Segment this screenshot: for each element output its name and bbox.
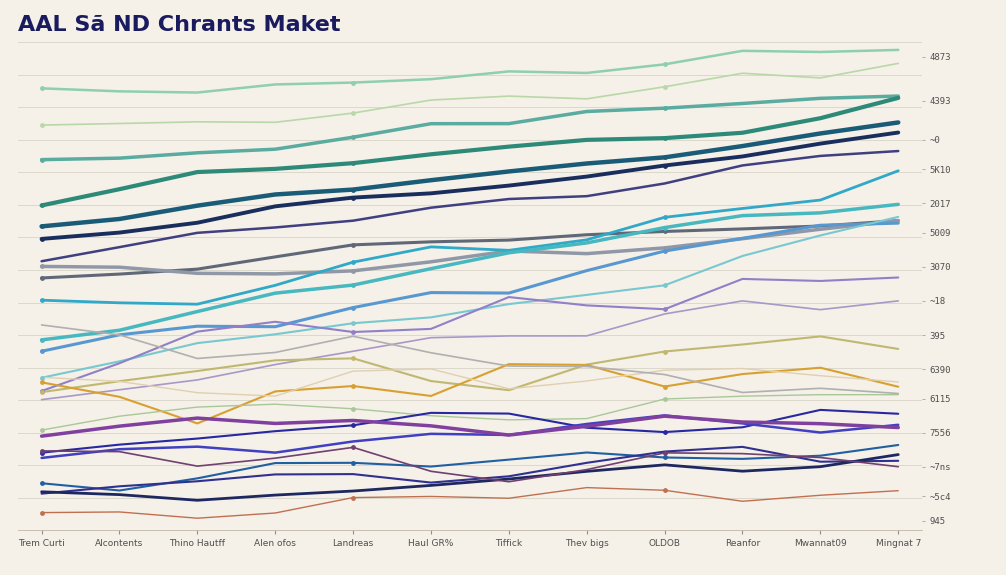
Point xyxy=(33,155,49,164)
Point xyxy=(33,234,49,243)
Point xyxy=(345,404,361,413)
Point xyxy=(345,381,361,390)
Point xyxy=(657,305,673,314)
Point xyxy=(33,448,49,457)
Point xyxy=(33,478,49,488)
Point xyxy=(33,84,49,93)
Point xyxy=(657,448,673,458)
Point xyxy=(33,426,49,435)
Point xyxy=(345,266,361,275)
Point xyxy=(345,354,361,363)
Point xyxy=(345,159,361,168)
Point xyxy=(657,60,673,69)
Point xyxy=(657,243,673,252)
Point xyxy=(33,201,49,210)
Point xyxy=(657,347,673,356)
Point xyxy=(33,373,49,382)
Point xyxy=(657,153,673,162)
Point xyxy=(33,386,49,396)
Point xyxy=(345,109,361,118)
Point xyxy=(33,273,49,282)
Point xyxy=(657,382,673,391)
Text: AAL Sã ND Chrants Maket: AAL Sã ND Chrants Maket xyxy=(18,15,341,35)
Point xyxy=(657,213,673,222)
Point xyxy=(657,427,673,436)
Point xyxy=(345,327,361,336)
Point xyxy=(33,347,49,356)
Point xyxy=(657,161,673,170)
Point xyxy=(345,319,361,328)
Point xyxy=(657,223,673,232)
Point xyxy=(657,453,673,462)
Point xyxy=(345,493,361,502)
Point xyxy=(33,121,49,130)
Point xyxy=(33,296,49,305)
Point xyxy=(345,133,361,142)
Point xyxy=(657,486,673,495)
Point xyxy=(33,222,49,231)
Point xyxy=(345,421,361,430)
Point xyxy=(33,262,49,271)
Point xyxy=(33,446,49,455)
Point xyxy=(657,82,673,91)
Point xyxy=(345,78,361,87)
Point xyxy=(33,335,49,344)
Point xyxy=(657,394,673,404)
Point xyxy=(657,227,673,236)
Point xyxy=(345,458,361,467)
Point xyxy=(345,258,361,267)
Point xyxy=(657,104,673,113)
Point xyxy=(657,281,673,290)
Point xyxy=(33,378,49,387)
Point xyxy=(345,303,361,312)
Point xyxy=(345,193,361,202)
Point xyxy=(657,247,673,256)
Point xyxy=(33,508,49,517)
Point xyxy=(345,185,361,194)
Point xyxy=(345,443,361,452)
Point xyxy=(657,133,673,143)
Point xyxy=(345,281,361,290)
Point xyxy=(33,388,49,397)
Point xyxy=(345,240,361,250)
